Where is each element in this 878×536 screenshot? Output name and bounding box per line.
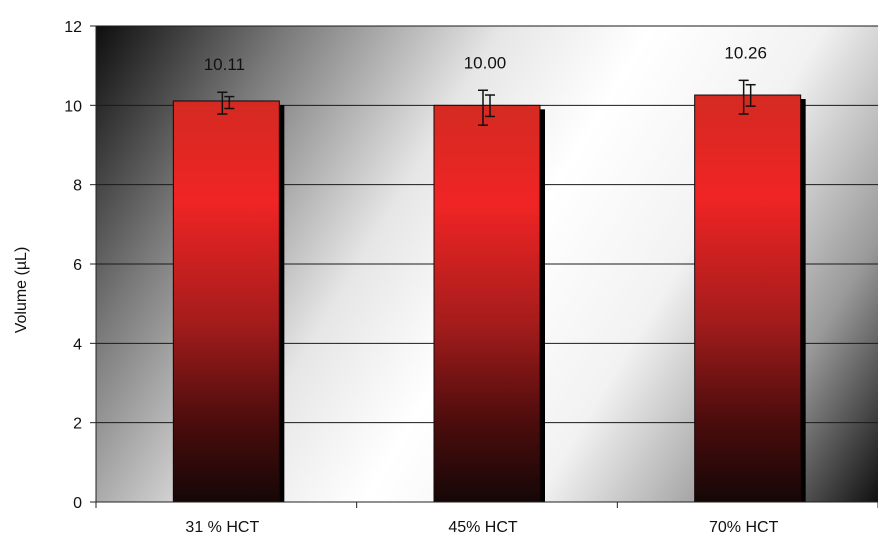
y-tick-label: 12 <box>64 19 82 36</box>
error-bar-inner <box>745 83 756 107</box>
error-bar-outer <box>738 79 749 115</box>
y-tick-label: 0 <box>73 495 82 512</box>
error-bar-outer <box>217 91 228 115</box>
error-bar-inner <box>485 94 495 118</box>
y-tick-label: 2 <box>73 416 82 433</box>
y-tick-label: 10 <box>64 98 82 115</box>
data-label: 10.26 <box>724 43 767 62</box>
x-tick-label: 70% HCT <box>709 519 779 536</box>
x-axis-ticks: 31 % HCT 45% HCT 70% HCT <box>95 502 878 536</box>
x-tick-label: 31 % HCT <box>185 519 259 536</box>
bar-3 <box>694 94 802 503</box>
data-labels: 10.11 10.00 10.26 <box>204 43 767 74</box>
bars <box>172 94 806 503</box>
y-tick-label: 4 <box>73 336 82 353</box>
data-label: 10.11 <box>204 55 245 74</box>
error-bar-inner <box>224 95 235 110</box>
error-bars <box>217 79 756 126</box>
bar-1 <box>172 100 280 503</box>
bar-2 <box>433 104 541 503</box>
error-bar-outer <box>478 89 488 126</box>
data-label: 10.00 <box>464 53 507 72</box>
y-tick-label: 6 <box>73 257 82 274</box>
y-tick-label: 8 <box>73 178 82 195</box>
y-axis-ticks: 0 2 4 6 8 10 12 <box>64 19 96 512</box>
x-tick-label: 45% HCT <box>448 519 518 536</box>
y-axis-title: Volume (µL) <box>13 247 30 334</box>
